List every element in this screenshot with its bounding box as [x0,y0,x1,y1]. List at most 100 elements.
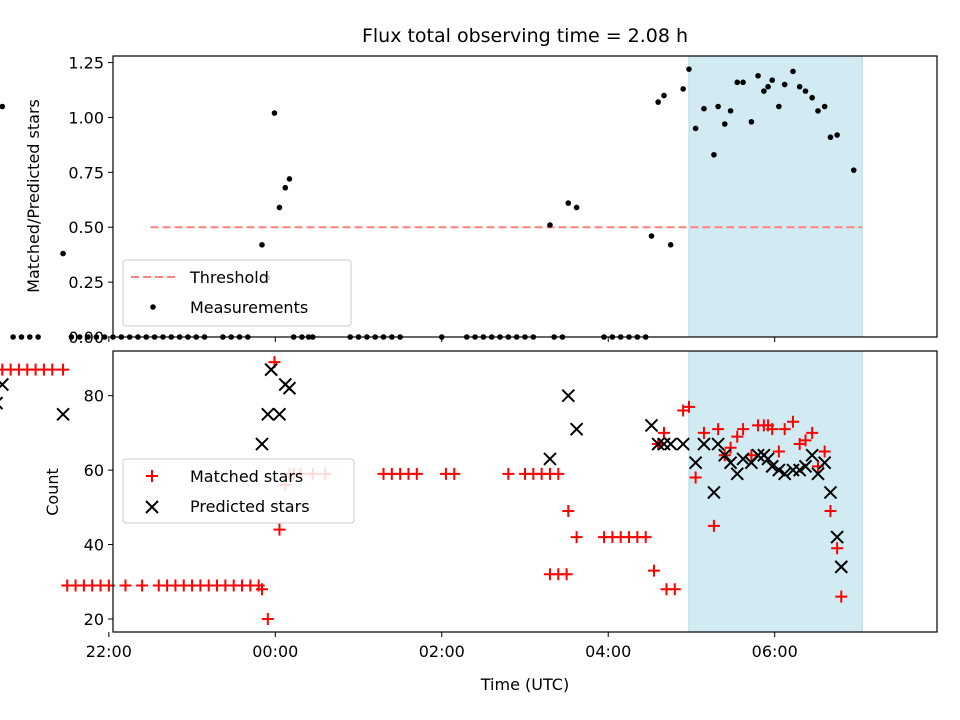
matched-star-point [57,363,70,376]
x-tick-label: 22:00 [86,642,132,661]
predicted-star-point [751,448,765,462]
bottom-axes-frame [112,350,938,633]
predicted-star-point [811,467,825,481]
matched-star-point [562,505,575,518]
measurement-point [648,233,655,239]
measurement-point [701,105,707,112]
y-tick-label: 80 [84,387,104,406]
legend-measurements-swatch [150,304,156,310]
predicted-star-point [282,381,297,395]
predicted-star-point [805,448,819,462]
predicted-star-point [0,396,4,410]
bottom-y-ticks: 20 40 60 80 [84,387,113,629]
y-tick-label: 0.75 [68,163,104,182]
bottom-legend: Matched stars Predicted stars [122,458,355,524]
predicted-star-point [663,437,678,451]
measurement-point [18,334,25,340]
measurement-point [60,250,66,257]
predicted-star-point [834,560,848,574]
x-tick-label: 02:00 [419,642,465,661]
bottom-legend-box [122,458,355,524]
legend-threshold-label: Threshold [189,268,269,287]
matched-star-point [682,400,695,413]
measurement-point [809,94,815,101]
predicted-star-point [830,530,844,544]
matched-star-point [552,467,565,480]
y-tick-label: 60 [84,461,104,480]
matched-star-point [799,434,812,447]
measurement-point [715,103,721,110]
measurement-point [781,81,788,88]
measurement-point [286,176,293,182]
matched-star-point [689,471,702,484]
measurement-point [276,204,283,211]
measurement-point [655,99,661,105]
predicted-star-point [772,463,786,477]
measurement-point [850,167,857,173]
y-tick-label: 1.00 [68,108,104,127]
predicted-stars-series [0,362,848,574]
measurement-point [565,200,572,206]
predicted-star-point [765,459,779,474]
predicted-star-point [777,467,792,481]
measurement-point [776,103,782,110]
measurement-point [802,88,809,94]
measurement-point [667,241,674,248]
predicted-star-point [707,485,721,500]
predicted-star-point [761,452,775,466]
top-shaded-span [688,55,863,338]
measurement-point [680,86,686,92]
matched-star-point [46,363,59,376]
measurement-point [35,334,41,340]
top-axes-frame [112,55,938,338]
measurement-point [85,334,91,340]
measurement-point [740,79,746,86]
bottom-shaded-span [688,350,863,633]
measurement-point [547,222,553,228]
predicted-star-point [569,422,584,436]
predicted-star-point [543,452,557,466]
top-legend-box [122,259,352,327]
predicted-star-point [261,407,275,421]
matched-star-point [697,426,710,439]
matched-star-point [818,445,831,458]
bottom-y-axis-label: Count [43,468,62,516]
matched-star-point [778,423,791,436]
predicted-star-point [730,467,744,481]
measurement-point [834,132,840,138]
predicted-star-point [798,459,813,474]
matched-star-point [712,423,725,436]
predicted-star-point [264,362,278,377]
measurement-point [282,184,289,191]
measurement-point [26,334,33,340]
predicted-star-point [718,448,732,462]
measurement-point [815,108,821,114]
top-y-axis-label: Matched/Predicted stars [24,99,43,293]
matched-star-point [255,583,268,596]
matched-star-point [261,612,274,625]
matched-star-point [410,467,423,480]
measurement-point [734,79,741,86]
y-tick-label: 0.50 [68,218,104,237]
measurements-series [0,66,857,340]
measurement-point [765,83,771,90]
measurement-point [10,334,16,340]
legend-matched-label: Matched stars [190,467,303,486]
measurement-point [711,151,717,158]
top-legend: Threshold Measurements [122,259,352,327]
matched-star-point [707,519,720,532]
measurement-point [721,121,728,127]
x-tick-label: 04:00 [585,642,631,661]
matched-star-point [824,505,837,518]
measurement-point [76,334,83,340]
predicted-star-point [792,463,807,477]
measurement-point [790,68,796,75]
matched-star-point [835,590,848,603]
matched-star-point [766,423,779,436]
matched-star-point [639,531,652,544]
shaded-span-rect [688,350,863,633]
measurement-point [686,66,692,72]
predicted-star-point [0,377,10,392]
matched-star-point [657,426,670,439]
